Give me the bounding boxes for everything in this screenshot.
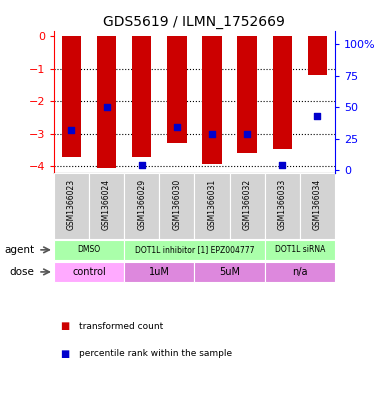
FancyBboxPatch shape xyxy=(264,173,300,239)
Point xyxy=(104,104,110,110)
FancyBboxPatch shape xyxy=(265,240,335,260)
Text: GSM1366033: GSM1366033 xyxy=(278,179,287,230)
FancyBboxPatch shape xyxy=(194,173,229,239)
Point xyxy=(314,113,320,119)
Text: DMSO: DMSO xyxy=(77,245,100,254)
Text: GSM1366029: GSM1366029 xyxy=(137,179,146,230)
Text: DOT1L siRNA: DOT1L siRNA xyxy=(275,245,325,254)
FancyBboxPatch shape xyxy=(124,240,265,260)
Bar xyxy=(273,36,292,149)
Point xyxy=(279,162,285,168)
FancyBboxPatch shape xyxy=(300,173,335,239)
Point xyxy=(174,124,180,130)
Text: dose: dose xyxy=(10,267,35,277)
Text: agent: agent xyxy=(5,245,35,255)
Bar xyxy=(203,36,222,163)
Text: ■: ■ xyxy=(60,321,69,331)
Text: GSM1366023: GSM1366023 xyxy=(67,179,76,230)
Point xyxy=(244,130,250,137)
FancyBboxPatch shape xyxy=(229,173,264,239)
FancyBboxPatch shape xyxy=(89,173,124,239)
FancyBboxPatch shape xyxy=(194,262,265,282)
Text: 5uM: 5uM xyxy=(219,267,240,277)
FancyBboxPatch shape xyxy=(54,173,89,239)
Text: ■: ■ xyxy=(60,349,69,359)
FancyBboxPatch shape xyxy=(124,262,194,282)
Point xyxy=(69,127,75,133)
Title: GDS5619 / ILMN_1752669: GDS5619 / ILMN_1752669 xyxy=(104,15,285,29)
Text: GSM1366031: GSM1366031 xyxy=(208,179,216,230)
FancyBboxPatch shape xyxy=(159,173,194,239)
Text: DOT1L inhibitor [1] EPZ004777: DOT1L inhibitor [1] EPZ004777 xyxy=(135,245,254,254)
Text: n/a: n/a xyxy=(292,267,308,277)
Text: GSM1366024: GSM1366024 xyxy=(102,179,111,230)
Text: GSM1366034: GSM1366034 xyxy=(313,179,322,230)
Point xyxy=(139,162,145,168)
Bar xyxy=(97,36,116,168)
Point xyxy=(209,130,215,137)
Text: control: control xyxy=(72,267,106,277)
FancyBboxPatch shape xyxy=(124,173,159,239)
FancyBboxPatch shape xyxy=(54,262,124,282)
Text: percentile rank within the sample: percentile rank within the sample xyxy=(79,349,232,358)
FancyBboxPatch shape xyxy=(54,240,124,260)
Text: GSM1366032: GSM1366032 xyxy=(243,179,252,230)
Bar xyxy=(308,36,327,75)
Text: transformed count: transformed count xyxy=(79,322,163,331)
Text: 1uM: 1uM xyxy=(149,267,170,277)
Text: GSM1366030: GSM1366030 xyxy=(172,179,181,230)
Bar xyxy=(62,36,81,157)
Bar xyxy=(238,36,257,153)
Bar xyxy=(167,36,186,143)
FancyBboxPatch shape xyxy=(265,262,335,282)
Bar xyxy=(132,36,151,157)
